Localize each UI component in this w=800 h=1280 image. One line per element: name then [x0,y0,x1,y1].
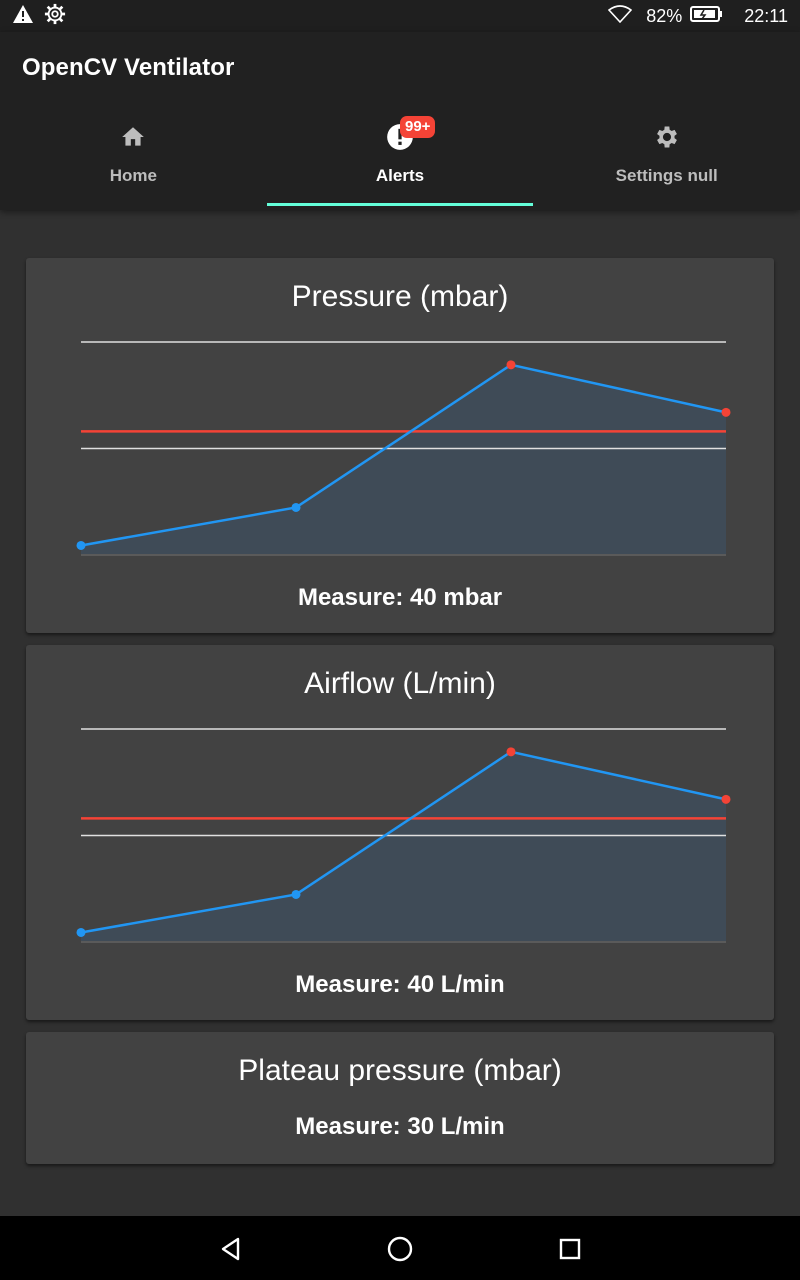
recents-icon[interactable] [555,1234,585,1264]
home-circle-icon[interactable] [385,1234,415,1264]
card-measure: Measure: 40 mbar [297,584,503,611]
tab-home[interactable]: Home [0,116,267,210]
plateau-pressure-card: Plateau pressure (mbar) Measure: 30 L/mi… [26,1032,774,1164]
battery-icon [690,5,724,28]
tab-settings-label: Settings null [615,166,718,185]
card-measure: Measure: 40 L/min [295,971,505,998]
tab-alerts[interactable]: 99+ Alerts [266,116,534,210]
card-title: Pressure (mbar) [291,280,509,313]
content-area: Pressure (mbar) Measure: 40 mbar Airflow… [0,210,800,1216]
pressure-card: Pressure (mbar) Measure: 40 mbar [26,258,774,633]
card-title: Airflow (L/min) [304,667,496,700]
tab-home-label: Home [109,166,157,185]
navigation-bar [0,1216,800,1280]
data-point [76,927,86,937]
data-point [291,502,301,512]
data-point [721,794,731,804]
pressure-chart [76,341,731,556]
warning-icon [12,4,34,29]
data-point [506,360,516,370]
card-measure: Measure: 30 L/min [295,1113,505,1140]
app-bar: OpenCV Ventilator Home 99+ Alerts Settin… [0,32,800,210]
card-title: Plateau pressure (mbar) [238,1054,562,1087]
clock: 22:11 [744,5,788,26]
back-icon[interactable] [216,1234,246,1264]
series-line [80,363,727,547]
tab-settings[interactable]: Settings null [533,116,800,210]
airflow-card: Airflow (L/min) Measure: 40 L/min [26,645,774,1020]
tab-alerts-label: Alerts [375,166,425,185]
gear-icon [44,3,66,30]
airflow-chart [76,728,731,943]
series-line [80,750,727,934]
data-point [506,747,516,757]
home-icon [119,122,147,152]
data-point [721,407,731,417]
gear-icon [653,122,681,152]
status-bar: 82% 22:11 [0,0,800,32]
data-point [76,540,86,550]
alert-icon: 99+ [386,116,436,152]
alert-count-badge: 99+ [400,116,436,138]
chart-area [81,751,726,942]
battery-percent: 82% [646,5,683,26]
tab-bar: Home 99+ Alerts Settings null [0,116,800,210]
data-point [291,889,301,899]
wifi-icon [608,4,633,28]
app-title: OpenCV Ventilator [22,54,235,81]
chart-area [81,364,726,555]
